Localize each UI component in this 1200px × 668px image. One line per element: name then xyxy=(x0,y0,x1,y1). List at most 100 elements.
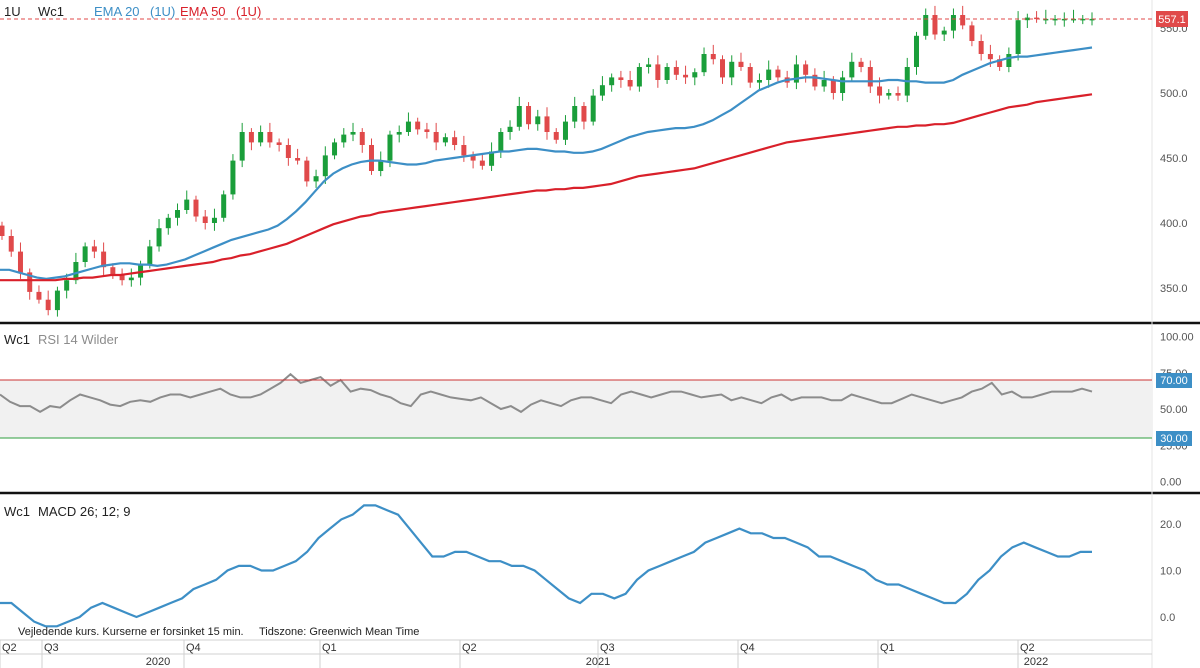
candle-body xyxy=(895,93,901,96)
candle-body xyxy=(248,132,254,143)
candle-body xyxy=(442,137,448,143)
candle-body xyxy=(101,251,107,268)
candle-body xyxy=(359,132,365,145)
ema20-interval: (1U) xyxy=(150,4,175,19)
candle-body xyxy=(867,67,873,87)
macd-tick-label: 10.0 xyxy=(1160,566,1181,578)
macd-indicator-label[interactable]: MACD 26; 12; 9 xyxy=(38,504,131,519)
price-tick-label: 350.0 xyxy=(1160,283,1188,295)
symbol-label: Wc1 xyxy=(38,4,64,19)
macd-tick-label: 20.0 xyxy=(1160,519,1181,531)
candle-body xyxy=(415,121,421,130)
ema50-line xyxy=(0,93,1093,282)
candle-body xyxy=(729,61,735,78)
candle-body xyxy=(1089,18,1095,21)
candle-body xyxy=(720,59,726,78)
ema50-label[interactable]: EMA 50 xyxy=(180,4,226,19)
quarter-label: Q4 xyxy=(740,642,755,654)
candle-body xyxy=(877,86,883,96)
candle-body xyxy=(1043,18,1049,21)
ema20-label[interactable]: EMA 20 xyxy=(94,4,140,19)
candle-body xyxy=(1006,54,1012,67)
candle-body xyxy=(756,80,762,83)
candle-body xyxy=(322,155,328,177)
candle-body xyxy=(590,95,596,122)
candle-body xyxy=(581,106,587,122)
candle-body xyxy=(1024,17,1030,21)
rsi-upper-tag xyxy=(1156,373,1192,388)
candle-body xyxy=(812,74,818,87)
candle-body xyxy=(230,160,236,195)
candle-body xyxy=(1080,18,1086,21)
candle-body xyxy=(461,145,467,156)
candle-body xyxy=(110,267,116,275)
candle-body xyxy=(1071,18,1077,21)
rsi-indicator-label[interactable]: RSI 14 Wilder xyxy=(38,332,119,347)
rsi-lower-value: 30.00 xyxy=(1160,433,1188,445)
interval-label[interactable]: 1U xyxy=(4,4,21,19)
candle-body xyxy=(156,228,162,247)
candle-body xyxy=(424,129,430,132)
candle-body xyxy=(276,142,282,145)
candle-body xyxy=(997,59,1003,67)
candle-body xyxy=(544,116,550,132)
candle-body xyxy=(433,132,439,143)
candle-body xyxy=(738,61,744,67)
candlestick-series xyxy=(0,5,1095,317)
candle-body xyxy=(747,67,753,83)
candle-body xyxy=(221,194,227,218)
candle-body xyxy=(858,61,864,67)
rsi-symbol-label: Wc1 xyxy=(4,332,30,347)
price-tick-label: 400.0 xyxy=(1160,218,1188,230)
candle-body xyxy=(987,54,993,60)
candle-body xyxy=(239,132,245,161)
candle-body xyxy=(489,151,495,166)
rsi-tick-label: 100.00 xyxy=(1160,332,1194,344)
candle-body xyxy=(64,280,70,291)
candle-body xyxy=(8,236,14,252)
disclaimer-text: Vejledende kurs. Kurserne er forsinket 1… xyxy=(18,626,244,638)
candle-body xyxy=(128,277,134,281)
candle-body xyxy=(766,69,772,80)
rsi-lower-tag xyxy=(1156,431,1192,446)
candle-body xyxy=(535,116,541,125)
macd-series xyxy=(0,504,1092,628)
candle-body xyxy=(27,272,33,292)
candle-body xyxy=(609,77,615,86)
candle-body xyxy=(193,199,199,217)
candle-body xyxy=(91,246,97,252)
quarter-label: Q2 xyxy=(1020,642,1035,654)
candle-body xyxy=(378,160,384,171)
x-axis: Q2 Q3 Q4 Q1 Q2 Q3 Q4 Q1 Q2 2020 2021 2022 xyxy=(0,640,1048,668)
ema-lines xyxy=(0,46,1093,282)
candle-body xyxy=(1015,20,1021,54)
candle-body xyxy=(1061,18,1067,21)
rsi-series xyxy=(0,372,1093,414)
candle-body xyxy=(710,54,716,60)
candle-body xyxy=(313,176,319,182)
candle-body xyxy=(0,225,5,236)
candle-body xyxy=(978,41,984,54)
year-label: 2022 xyxy=(1024,656,1048,668)
candle-body xyxy=(1034,17,1040,20)
candle-body xyxy=(923,15,929,36)
quarter-label: Q2 xyxy=(462,642,477,654)
candle-body xyxy=(73,262,79,281)
candle-body xyxy=(258,132,264,143)
candle-body xyxy=(470,155,476,161)
macd-tick-label: 0.0 xyxy=(1160,612,1175,624)
candle-body xyxy=(36,291,42,300)
candle-body xyxy=(516,106,522,127)
candle-body xyxy=(45,299,51,311)
macd-symbol-label: Wc1 xyxy=(4,504,30,519)
candle-body xyxy=(17,251,23,273)
candle-body xyxy=(793,64,799,83)
timezone-text: Tidszone: Greenwich Mean Time xyxy=(259,626,419,638)
candle-body xyxy=(526,106,532,125)
rsi-line xyxy=(0,372,1093,414)
year-label: 2020 xyxy=(146,656,170,668)
candle-body xyxy=(147,246,153,265)
candle-body xyxy=(332,142,338,156)
candle-body xyxy=(646,64,652,67)
candle-body xyxy=(572,106,578,122)
